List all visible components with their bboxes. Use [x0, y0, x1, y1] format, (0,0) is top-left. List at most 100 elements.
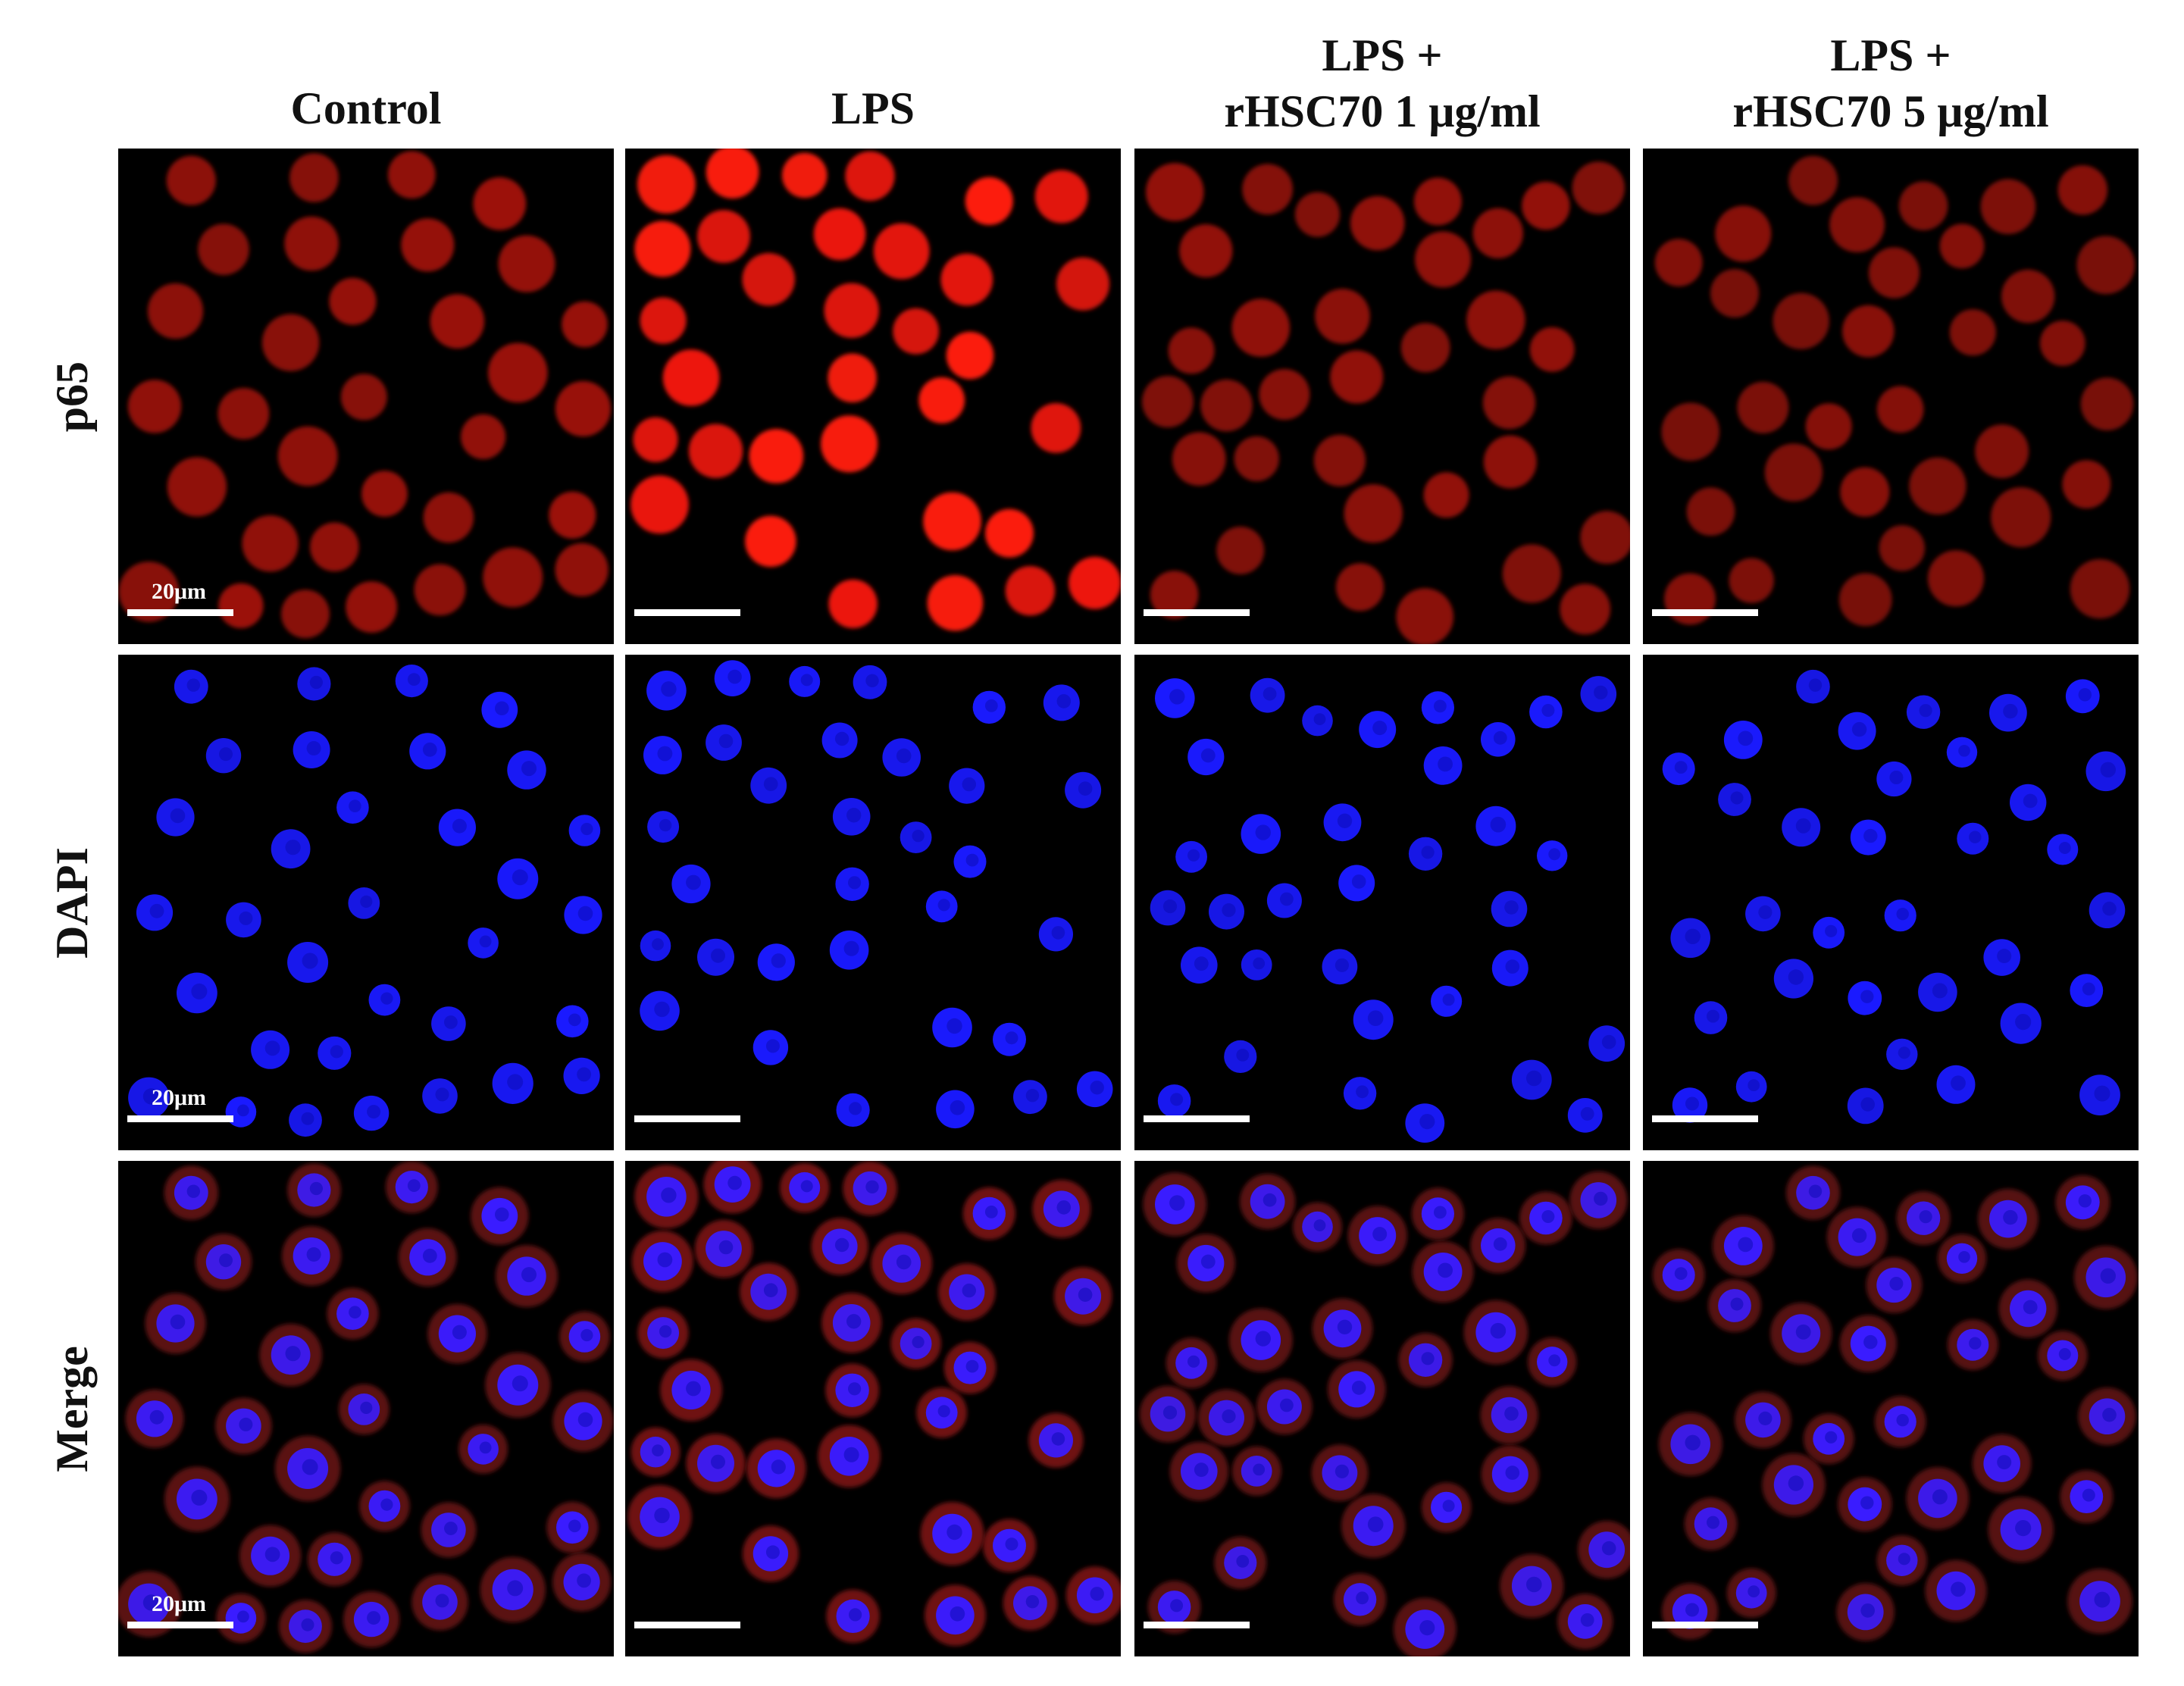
cell [1588, 1025, 1625, 1062]
cell [427, 1303, 487, 1364]
cell [421, 1502, 477, 1558]
cell [1723, 721, 1763, 759]
cell [1224, 1040, 1257, 1073]
cell [1957, 822, 1989, 855]
cell [900, 821, 932, 853]
cell [1323, 803, 1362, 842]
cell [1396, 588, 1454, 644]
scale-bar [634, 609, 740, 616]
scale-bar [127, 609, 233, 616]
micrograph-image [630, 149, 1121, 631]
cell [1353, 999, 1394, 1040]
cell [318, 1036, 352, 1070]
cell [1876, 761, 1912, 797]
cell [242, 515, 299, 572]
cell [1826, 1206, 1888, 1268]
cell [1214, 1536, 1267, 1589]
cell [2073, 1245, 2138, 1309]
cell [936, 1090, 975, 1129]
cell [480, 1556, 546, 1623]
column-header-line: LPS + [1322, 30, 1443, 80]
cell [1726, 1568, 1776, 1618]
cell [1231, 299, 1291, 357]
cell [1209, 893, 1244, 930]
cell [1898, 181, 1948, 230]
cell [414, 564, 466, 616]
cell [1031, 403, 1081, 453]
cell [336, 791, 369, 824]
panel-dapi-lps [625, 655, 1121, 1150]
cell [1231, 1446, 1281, 1496]
cell [1652, 1249, 1705, 1301]
cell [1782, 808, 1821, 847]
cell [1718, 783, 1751, 816]
cell [1829, 197, 1885, 252]
cell [422, 1078, 458, 1114]
row-label-merge: Merge [46, 1345, 97, 1472]
cell [982, 1519, 1037, 1572]
cell [662, 349, 720, 406]
cell [1139, 1385, 1197, 1443]
cell [932, 1007, 972, 1048]
cell [2039, 321, 2085, 366]
cell [1661, 402, 1719, 461]
cell [1927, 550, 1985, 607]
cell [845, 151, 895, 201]
cell [1764, 443, 1823, 502]
cell [697, 938, 734, 976]
cell [927, 575, 984, 631]
cell [496, 1245, 558, 1308]
cell [742, 252, 795, 306]
cell [918, 377, 965, 424]
panel-merge-control: 20μm [118, 1161, 614, 1656]
cell [1788, 155, 1838, 205]
column-header-line: rHSC70 5 μg/ml [1732, 86, 2049, 136]
cell [1522, 181, 1570, 230]
micrograph-image [1652, 1165, 2138, 1641]
cell [1937, 1234, 1987, 1283]
cell [821, 722, 858, 759]
cell [1330, 350, 1384, 404]
scale-bar [1144, 609, 1250, 616]
column-header-line: Control [290, 83, 442, 133]
cell [497, 858, 539, 899]
cell [1710, 269, 1759, 317]
cell [1336, 563, 1385, 612]
cell [552, 1553, 612, 1612]
cell [1978, 1188, 2039, 1250]
cell [1350, 196, 1405, 251]
cell [473, 177, 527, 230]
cell [1567, 1098, 1603, 1133]
cell [1175, 840, 1207, 873]
cell [2062, 460, 2111, 508]
cell [1569, 1171, 1628, 1229]
cell [1250, 677, 1285, 713]
cell [2070, 974, 2104, 1007]
cell [385, 1161, 438, 1213]
cell [1838, 573, 1892, 627]
cell [177, 972, 217, 1014]
cell [1839, 1315, 1897, 1372]
cell [1735, 1071, 1767, 1103]
cell [1313, 434, 1366, 486]
scale-bar [1652, 1115, 1758, 1122]
column-header-line: LPS [831, 83, 915, 133]
cell [871, 1233, 933, 1294]
cell [1715, 205, 1772, 262]
cell [1939, 224, 1985, 269]
cell [643, 736, 682, 774]
cell [714, 660, 751, 696]
cell [1866, 1257, 1923, 1313]
cell [468, 927, 499, 959]
cell [398, 1228, 457, 1287]
cell [1166, 1337, 1217, 1389]
cell [1481, 1445, 1540, 1503]
cell [1491, 949, 1528, 987]
cell [281, 1226, 342, 1286]
panel-merge-lps-rhsc70-5 [1643, 1161, 2139, 1656]
cell [694, 1219, 753, 1278]
cell [1519, 1191, 1572, 1245]
cell [1947, 1319, 1998, 1371]
cell [546, 1501, 599, 1553]
micrograph-image [1139, 1171, 1630, 1656]
